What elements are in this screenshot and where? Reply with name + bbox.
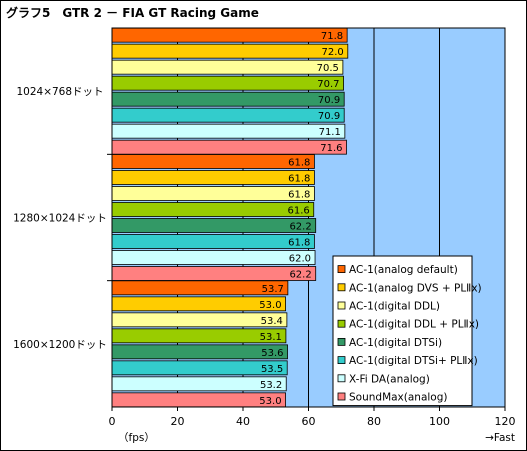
legend-label: AC-1(analog default) bbox=[349, 264, 458, 276]
bar bbox=[111, 250, 316, 265]
x-tick-label: 120 bbox=[495, 415, 516, 428]
bar-value-label: 72.0 bbox=[322, 47, 344, 58]
bar-value-label: 71.6 bbox=[320, 143, 342, 154]
legend-swatch bbox=[337, 356, 346, 365]
bar-value-label: 53.0 bbox=[259, 300, 281, 311]
bar bbox=[111, 27, 348, 43]
bar bbox=[111, 154, 315, 169]
bar-value-label: 53.4 bbox=[261, 316, 283, 327]
bar bbox=[111, 266, 317, 281]
bar bbox=[111, 186, 315, 201]
bar-value-label: 62.2 bbox=[289, 270, 311, 281]
legend-swatch bbox=[337, 301, 346, 310]
x-axis-unit-label: （fps） bbox=[118, 432, 155, 444]
bar-value-label: 61.8 bbox=[288, 190, 310, 201]
legend-swatch bbox=[337, 283, 346, 292]
bar-value-label: 61.8 bbox=[288, 174, 310, 185]
axis-group bbox=[107, 27, 506, 411]
x-tick-label: 60 bbox=[302, 415, 316, 428]
legend-label: X-Fi DA(analog) bbox=[349, 373, 430, 385]
bar-value-label: 62.2 bbox=[289, 222, 311, 233]
x-tick-label: 40 bbox=[236, 415, 250, 428]
bar bbox=[111, 170, 315, 185]
bar-value-label: 53.0 bbox=[259, 396, 281, 407]
bar bbox=[111, 218, 317, 233]
bar-value-label: 70.5 bbox=[317, 63, 339, 74]
bar-value-label: 53.6 bbox=[261, 348, 283, 359]
bar-value-label: 61.8 bbox=[288, 238, 310, 249]
legend: AC-1(analog default) AC-1(analog DVS + PL… bbox=[332, 255, 482, 407]
bar bbox=[111, 59, 344, 75]
chart-title: グラフ5 GTR 2 － FIA GT Racing Game bbox=[6, 5, 259, 20]
legend-swatch bbox=[337, 265, 346, 274]
bar bbox=[111, 107, 345, 123]
bar-value-label: 70.7 bbox=[317, 79, 339, 90]
x-axis-direction-label: →Fast bbox=[485, 432, 515, 444]
legend-box bbox=[332, 255, 473, 407]
bar-value-label: 53.1 bbox=[260, 332, 282, 343]
legend-label: AC-1(digital DDL) bbox=[349, 301, 440, 313]
bar-value-label: 61.6 bbox=[287, 206, 309, 217]
x-tick-label: 0 bbox=[109, 415, 116, 428]
legend-label: AC-1(analog DVS + PLⅡx) bbox=[349, 282, 482, 294]
legend-swatch bbox=[337, 337, 346, 346]
legend-label: SoundMax(analog) bbox=[349, 392, 448, 404]
bar bbox=[111, 91, 345, 107]
bar bbox=[111, 123, 346, 139]
bar-value-label: 62.0 bbox=[289, 254, 311, 265]
bar-value-label: 70.9 bbox=[318, 111, 340, 122]
bar bbox=[111, 139, 347, 155]
legend-label: AC-1(digital DTSi) bbox=[349, 337, 442, 349]
bar bbox=[111, 43, 349, 59]
bar-value-label: 61.8 bbox=[288, 158, 310, 169]
legend-swatch bbox=[337, 392, 346, 401]
x-tick-label: 100 bbox=[429, 415, 450, 428]
bar-value-label: 53.2 bbox=[260, 380, 282, 391]
legend-swatch bbox=[337, 319, 346, 328]
legend-label: AC-1(digital DDL + PLⅡx) bbox=[349, 319, 479, 331]
legend-label: AC-1(digital DTSi+ PLⅡx) bbox=[349, 355, 478, 367]
bars-group: 71.8 72.0 70.5 70.7 70.9 70.9 71.1 71.6 61.8 61.8… bbox=[111, 27, 349, 408]
bar-value-label: 53.5 bbox=[261, 364, 283, 375]
bar-value-label: 71.1 bbox=[319, 127, 341, 138]
bar-value-label: 53.7 bbox=[262, 284, 284, 295]
category-label: 1280×1024ドット bbox=[13, 213, 107, 225]
x-tick-label: 80 bbox=[367, 415, 381, 428]
bar-value-label: 70.9 bbox=[318, 95, 340, 106]
bar bbox=[111, 202, 315, 217]
legend-swatch bbox=[337, 374, 346, 383]
category-label: 1600×1200ドット bbox=[13, 339, 107, 351]
bar-value-label: 71.8 bbox=[321, 31, 343, 42]
x-tick-label: 20 bbox=[171, 415, 185, 428]
category-label: 1024×768ドット bbox=[16, 86, 103, 98]
bar bbox=[111, 75, 344, 91]
category-labels: 1024×768ドット 1280×1024ドット 1600×1200ドット bbox=[13, 86, 107, 351]
bar bbox=[111, 234, 315, 249]
x-tick-labels: 0 20 40 60 80 100 120 bbox=[109, 415, 516, 428]
